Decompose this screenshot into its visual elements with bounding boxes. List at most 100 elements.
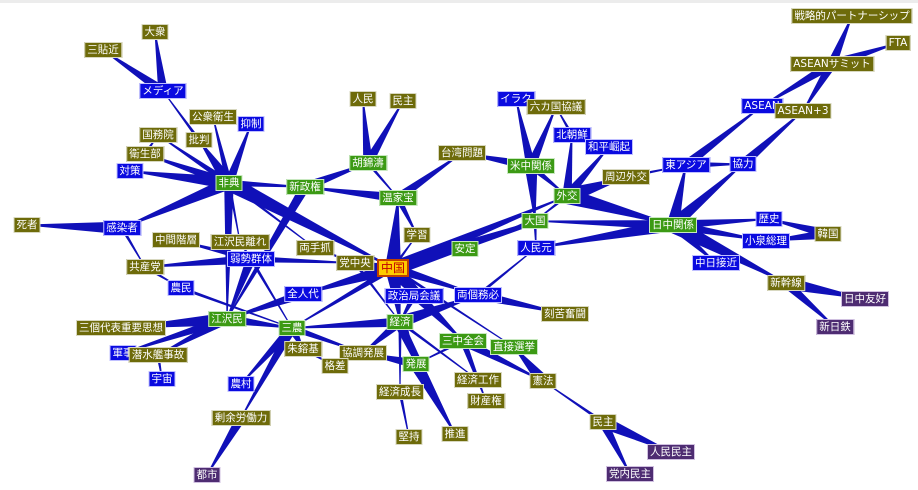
node-polit[interactable]: 政治局会議 bbox=[384, 288, 444, 304]
node-council[interactable]: 国務院 bbox=[139, 127, 177, 143]
node-koizumi[interactable]: 小泉総理 bbox=[742, 233, 790, 249]
node-wen[interactable]: 温家宝 bbox=[379, 190, 417, 206]
edge-sars-lianshou bbox=[228, 181, 316, 249]
node-rural[interactable]: 農村 bbox=[227, 376, 255, 392]
node-korea[interactable]: 韓国 bbox=[814, 226, 842, 242]
node-study[interactable]: 学習 bbox=[403, 227, 431, 243]
node-nippon[interactable]: 新日鉄 bbox=[816, 319, 854, 335]
node-farmer[interactable]: 農民 bbox=[167, 280, 195, 296]
edge-infected-ccp bbox=[120, 227, 146, 268]
node-santiejin[interactable]: 三貼近 bbox=[84, 42, 122, 58]
edge-summit-strategic bbox=[827, 15, 853, 66]
edge-sars-suppress bbox=[224, 123, 252, 185]
node-sub[interactable]: 潜水艦事故 bbox=[128, 347, 188, 363]
node-surplus[interactable]: 剰余労働力 bbox=[211, 410, 271, 426]
node-demo2[interactable]: 民主 bbox=[589, 414, 617, 430]
edge-diplo-nk bbox=[562, 134, 573, 197]
edge-polit-third bbox=[411, 293, 464, 342]
node-npc[interactable]: 全人代 bbox=[284, 286, 322, 302]
node-masses[interactable]: 大衆 bbox=[141, 24, 169, 40]
edge-econ-growth bbox=[398, 322, 402, 392]
node-bigpow[interactable]: 大国 bbox=[521, 213, 549, 229]
node-sixparty[interactable]: 六カ国協議 bbox=[526, 99, 586, 115]
node-taiwan[interactable]: 台湾問題 bbox=[438, 145, 486, 161]
node-asean3[interactable]: ASEAN+3 bbox=[774, 103, 832, 119]
node-shinkansen[interactable]: 新幹線 bbox=[767, 275, 805, 291]
node-eastasia[interactable]: 東アジア bbox=[662, 157, 710, 173]
node-nk[interactable]: 北朝鮮 bbox=[553, 127, 591, 143]
node-summit[interactable]: ASEANサミット bbox=[790, 56, 874, 72]
node-dead[interactable]: 死者 bbox=[13, 217, 41, 233]
node-friendship[interactable]: 日中友好 bbox=[841, 291, 889, 307]
node-peopledemo[interactable]: 人民民主 bbox=[647, 444, 695, 460]
node-measures[interactable]: 対策 bbox=[116, 163, 144, 179]
node-promote[interactable]: 推進 bbox=[441, 426, 469, 442]
node-history[interactable]: 歴史 bbox=[755, 211, 783, 227]
node-diplo[interactable]: 外交 bbox=[553, 188, 581, 204]
node-liangge[interactable]: 両個務必 bbox=[454, 287, 502, 303]
node-demo1[interactable]: 民主 bbox=[389, 93, 417, 109]
node-econ[interactable]: 経済 bbox=[386, 314, 414, 330]
node-media[interactable]: メディア bbox=[139, 83, 187, 99]
node-zhu[interactable]: 朱鎔基 bbox=[284, 341, 322, 357]
edge-uschina-bigpow bbox=[524, 165, 538, 222]
node-ministry[interactable]: 衛生部 bbox=[126, 146, 164, 162]
node-develop[interactable]: 発展 bbox=[402, 356, 430, 372]
node-sars[interactable]: 非典 bbox=[215, 175, 243, 191]
node-china[interactable]: 中国 bbox=[376, 259, 410, 277]
edge-criticism-media bbox=[162, 90, 201, 141]
node-city[interactable]: 都市 bbox=[193, 467, 221, 483]
node-people[interactable]: 人民 bbox=[349, 91, 377, 107]
edge-develop-promote bbox=[410, 360, 456, 435]
edge-diplo-peaceful bbox=[563, 146, 610, 200]
node-growth[interactable]: 経済成長 bbox=[376, 384, 424, 400]
node-periph[interactable]: 周辺外交 bbox=[602, 169, 650, 185]
node-middle[interactable]: 中間階層 bbox=[152, 232, 200, 248]
node-infected[interactable]: 感染者 bbox=[103, 220, 141, 236]
edge-uschina-sixparty bbox=[526, 106, 557, 168]
node-newgov[interactable]: 新政権 bbox=[286, 179, 324, 195]
node-stable[interactable]: 安定 bbox=[451, 241, 479, 257]
node-suppress[interactable]: 抑制 bbox=[237, 116, 265, 132]
edge-media-masses bbox=[154, 31, 168, 92]
node-strategic[interactable]: 戦略的パートナーシップ bbox=[791, 8, 913, 24]
edge-hu-people bbox=[362, 98, 373, 164]
node-rmb[interactable]: 人民元 bbox=[517, 240, 555, 256]
node-iraq[interactable]: イラク bbox=[497, 91, 535, 107]
node-health[interactable]: 公衆衛生 bbox=[189, 109, 237, 125]
node-weak[interactable]: 弱勢群体 bbox=[227, 251, 275, 267]
node-persist[interactable]: 堅持 bbox=[395, 429, 423, 445]
edge-sars-infected bbox=[121, 177, 232, 229]
node-approach[interactable]: 中日接近 bbox=[692, 255, 740, 271]
node-const[interactable]: 憲法 bbox=[529, 373, 557, 389]
node-ccp[interactable]: 共産党 bbox=[126, 259, 164, 275]
node-coord[interactable]: 協調発展 bbox=[339, 345, 387, 361]
node-fta[interactable]: FTA bbox=[885, 35, 911, 51]
node-hu[interactable]: 胡錦濤 bbox=[349, 155, 387, 171]
edge-surplus-city bbox=[206, 415, 246, 476]
node-third[interactable]: 三中全会 bbox=[439, 333, 487, 349]
edge-sars-health bbox=[212, 116, 233, 184]
node-gap[interactable]: 格差 bbox=[321, 358, 349, 374]
node-criticism[interactable]: 批判 bbox=[185, 132, 213, 148]
node-jiang[interactable]: 江沢民 bbox=[208, 311, 246, 327]
node-central[interactable]: 党中央 bbox=[336, 255, 374, 271]
node-lianshou[interactable]: 両手抓 bbox=[296, 240, 334, 256]
edge-econ-sannong bbox=[291, 317, 401, 329]
node-kuku[interactable]: 刻苦奮闘 bbox=[541, 306, 589, 322]
node-sannong[interactable]: 三農 bbox=[278, 320, 306, 336]
node-partydemo[interactable]: 党内民主 bbox=[606, 466, 654, 482]
node-asean[interactable]: ASEAN bbox=[741, 98, 783, 114]
node-property[interactable]: 財産権 bbox=[467, 393, 505, 409]
edge-japanchina-eastasia bbox=[666, 164, 687, 227]
node-jiangaway[interactable]: 江沢民離れ bbox=[210, 234, 270, 250]
node-econwork[interactable]: 経済工作 bbox=[454, 372, 502, 388]
node-uschina[interactable]: 米中関係 bbox=[507, 158, 555, 174]
node-peaceful[interactable]: 和平崛起 bbox=[585, 139, 633, 155]
edge-china-direct bbox=[392, 266, 515, 348]
node-coop[interactable]: 協力 bbox=[729, 156, 757, 172]
node-three[interactable]: 三個代表重要思想 bbox=[76, 320, 166, 336]
node-space[interactable]: 宇宙 bbox=[148, 371, 176, 387]
node-japanchina[interactable]: 日中関係 bbox=[649, 217, 697, 233]
node-direct[interactable]: 直接選挙 bbox=[490, 339, 538, 355]
